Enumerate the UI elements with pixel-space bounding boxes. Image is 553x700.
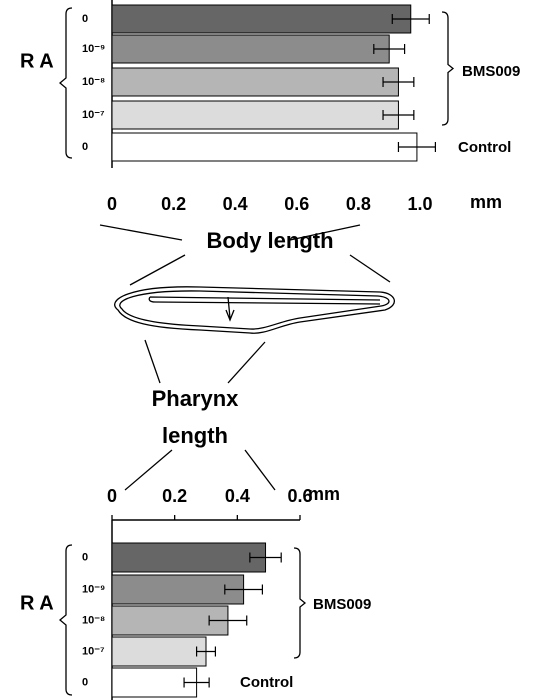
bracket bbox=[293, 547, 307, 659]
category-label: 10⁻⁷ bbox=[82, 109, 105, 121]
group-label: R A bbox=[20, 50, 54, 72]
bar bbox=[111, 4, 412, 34]
x-unit: mm bbox=[470, 192, 502, 212]
error-bar bbox=[391, 14, 430, 24]
worm-diagram bbox=[99, 224, 395, 491]
error-bar bbox=[373, 44, 406, 54]
brace bbox=[58, 7, 73, 159]
category-label: 10⁻⁸ bbox=[82, 76, 105, 88]
bar bbox=[111, 574, 245, 605]
error-bar bbox=[183, 677, 210, 688]
x-tick-label: 0.4 bbox=[225, 486, 250, 506]
category-label: 0 bbox=[82, 141, 88, 153]
category-label: 10⁻⁷ bbox=[82, 645, 105, 657]
category-label: 10⁻⁹ bbox=[82, 583, 105, 595]
x-tick-label: 0.2 bbox=[161, 194, 186, 214]
bar bbox=[111, 67, 399, 97]
x-tick-label: 0.6 bbox=[287, 486, 312, 506]
bracket bbox=[441, 11, 455, 126]
category-label: 10⁻⁹ bbox=[82, 43, 105, 55]
error-bar bbox=[224, 584, 263, 595]
category-label: 10⁻⁸ bbox=[82, 614, 105, 626]
bar bbox=[111, 34, 390, 64]
category-label: 0 bbox=[82, 551, 88, 563]
error-bar bbox=[196, 646, 216, 657]
x-axis-title: Pharynx bbox=[152, 386, 240, 411]
x-tick-label: 0.8 bbox=[346, 194, 371, 214]
bar bbox=[111, 542, 267, 573]
group-label: BMS009 bbox=[462, 63, 520, 80]
bar bbox=[111, 100, 399, 130]
group-label: R A bbox=[20, 592, 54, 614]
bar bbox=[111, 132, 418, 162]
x-tick-label: 1.0 bbox=[407, 194, 432, 214]
x-tick-label: 0.2 bbox=[162, 486, 187, 506]
x-tick-label: 0.6 bbox=[284, 194, 309, 214]
group-label: BMS009 bbox=[313, 596, 371, 613]
x-unit: mm bbox=[308, 484, 340, 504]
group-label: Control bbox=[458, 139, 511, 156]
category-label: 0 bbox=[82, 676, 88, 688]
group-label: Control bbox=[240, 674, 293, 691]
x-axis-title: length bbox=[162, 423, 228, 448]
error-bar bbox=[208, 615, 248, 626]
bar bbox=[111, 636, 207, 667]
error-bar bbox=[382, 77, 415, 87]
x-tick-label: 0.4 bbox=[223, 194, 248, 214]
brace bbox=[58, 544, 73, 696]
error-bar bbox=[382, 110, 415, 120]
x-tick-label: 0 bbox=[107, 194, 117, 214]
x-tick-label: 0 bbox=[107, 486, 117, 506]
error-bar bbox=[249, 552, 282, 563]
error-bar bbox=[397, 142, 436, 152]
category-label: 0 bbox=[82, 13, 88, 25]
bar bbox=[111, 667, 198, 698]
x-axis-title: Body length bbox=[206, 228, 333, 253]
